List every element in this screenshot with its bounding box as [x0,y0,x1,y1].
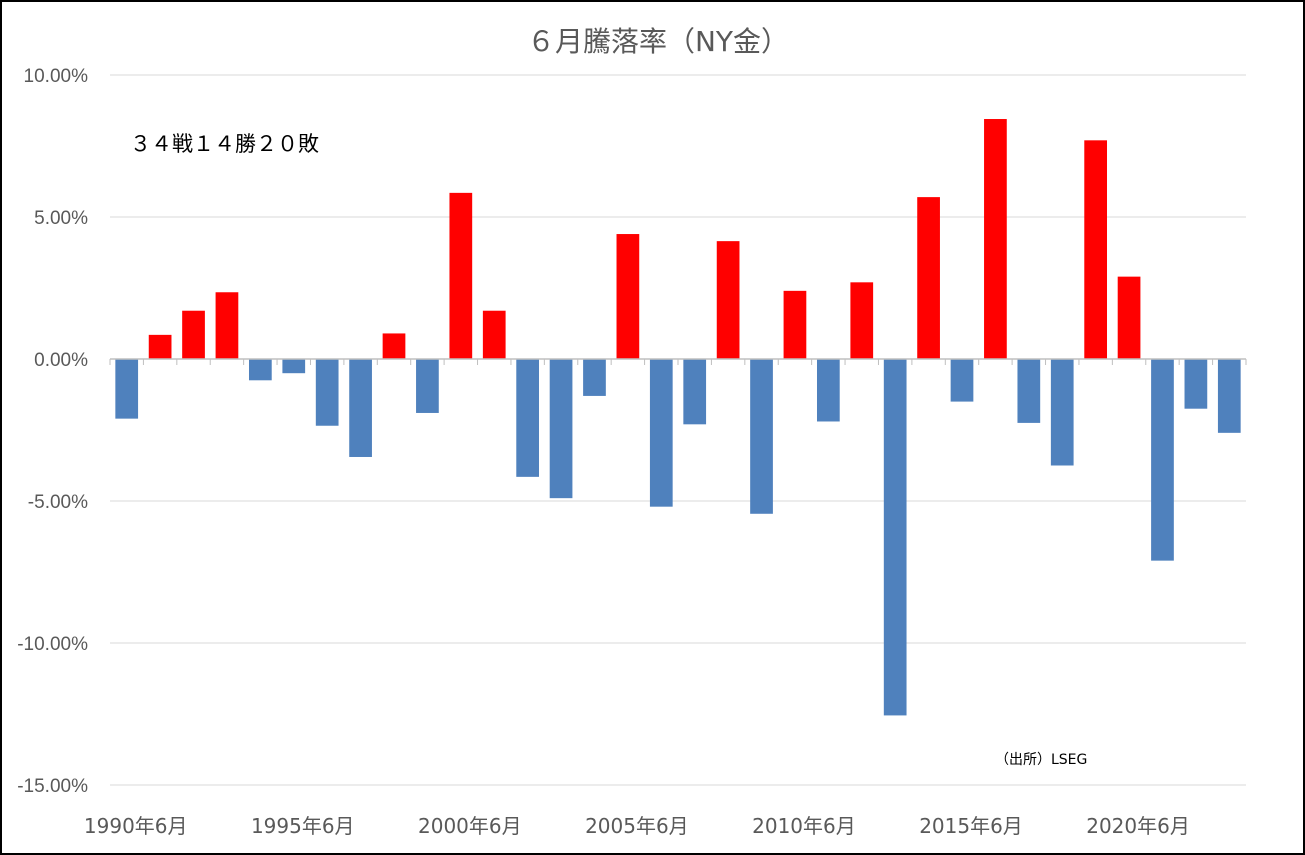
bar [482,310,506,359]
bar [616,234,640,359]
x-tick-label: 2010年6月 [752,814,856,838]
x-tick-label: 1990年6月 [84,814,188,838]
x-tick-label: 1995年6月 [251,814,355,838]
y-tick-label: 10.00% [24,66,89,87]
y-axis-labels: 10.00% 5.00% 0.00% -5.00% -10.00% -15.00% [17,66,88,797]
x-axis-ticks [109,359,1247,365]
bar [449,192,473,359]
record-annotation: ３４戦１４勝２０敗 [130,132,319,156]
y-tick-label: -5.00% [28,492,88,513]
bar [883,359,907,716]
x-tick-label: 2015年6月 [919,814,1023,838]
bar [115,359,139,419]
x-axis-labels: 1990年6月 1995年6月 2000年6月 2005年6月 2010年6月 2015年… [84,814,1190,838]
bar [248,359,272,381]
bars [115,119,1241,716]
bar [315,359,339,426]
y-tick-label: -15.00% [17,776,88,797]
bar [1184,359,1208,409]
bar [1117,276,1141,359]
x-tick-label: 2000年6月 [418,814,522,838]
bar [215,292,239,359]
bar [816,359,840,422]
bar [950,359,974,402]
bar [416,359,439,413]
bar [716,241,740,359]
chart-title: ６月騰落率（NY金） [527,25,789,58]
bar [583,359,606,396]
bar [549,359,573,499]
bar [516,359,540,477]
y-tick-label: 0.00% [34,350,88,371]
bar [783,290,807,359]
bar [1217,359,1241,433]
bar [649,359,673,507]
bar [382,333,406,359]
bar [984,119,1007,360]
bar [917,197,940,359]
bar [1017,359,1041,423]
gridlines [110,74,1246,786]
bar [1084,140,1108,359]
bar [683,359,707,425]
y-tick-label: 5.00% [34,208,88,229]
bar [148,334,172,359]
bar [850,282,874,359]
source-note: （出所）LSEG [995,752,1087,768]
bar [282,359,306,374]
x-tick-label: 2020年6月 [1086,814,1190,838]
bar [1050,359,1074,466]
bar [1151,359,1174,561]
bar [182,310,205,359]
bar [750,359,773,514]
x-tick-label: 2005年6月 [585,814,689,838]
bar [349,359,372,457]
y-tick-label: -10.00% [17,634,88,655]
